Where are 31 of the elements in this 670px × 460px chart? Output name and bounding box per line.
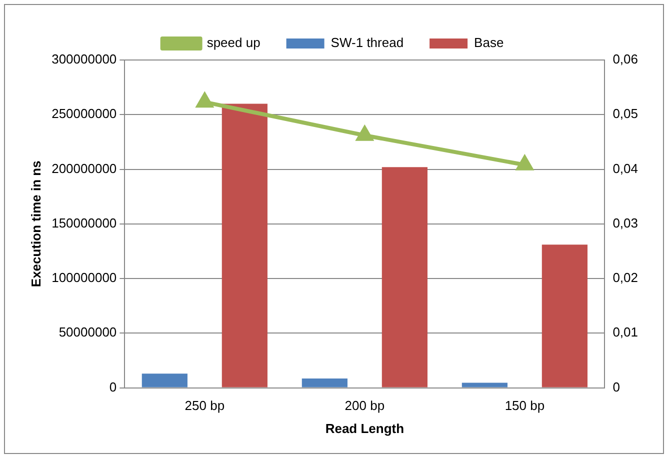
bar [142,374,188,388]
y2-tick-label: 0 [612,379,620,394]
point [196,93,213,108]
y-tick-label: 200000000 [52,160,117,176]
x-tick-label: 200 bp [344,398,385,414]
legend-label: SW-1 thread [330,35,404,50]
y2-tick-label: 0,06 [612,52,638,67]
y2-tick-label: 0,05 [612,106,638,122]
y-tick-label: 150000000 [52,215,117,230]
y-tick-label: 100000000 [52,270,117,286]
point [516,156,533,170]
x-tick-label: 150 bp [504,398,545,414]
x-axis-title: Read Length [325,420,404,436]
y-tick-label: 50000000 [58,324,117,340]
legend-label: Base [474,35,504,50]
x-tick-label: 250 bp [184,398,225,414]
y-tick-label: 250000000 [52,106,117,122]
y2-tick-label: 0,01 [612,324,638,340]
legend-label: speed up [206,35,260,50]
point [356,126,373,141]
y-tick-label: 0 [109,379,117,394]
y-tick-label: 300000000 [52,52,117,67]
y-axis-title: Execution time in ns [28,160,44,288]
y2-tick-label: 0,03 [612,215,638,230]
bar [542,244,588,388]
y2-tick-label: 0,02 [612,270,638,286]
y2-tick-label: 0,04 [612,160,638,176]
bar [302,378,348,388]
bar [222,104,268,388]
bar [462,382,508,388]
bar [382,167,428,388]
